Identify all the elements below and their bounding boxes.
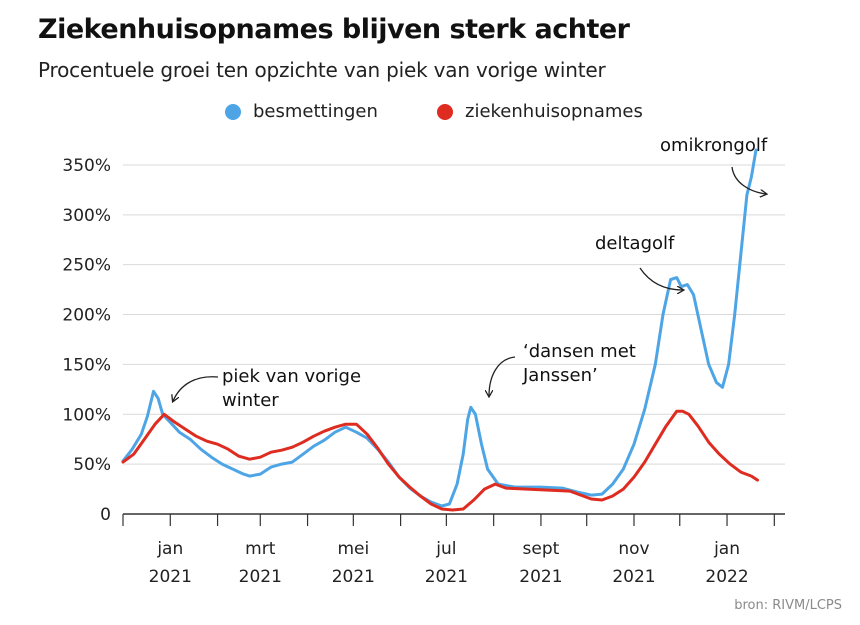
chart-title: Ziekenhuisopnames blijven sterk achter xyxy=(38,14,630,45)
x-tick-label: mrt xyxy=(245,539,276,559)
y-tick-label: 200% xyxy=(62,306,111,326)
annotation-arrow xyxy=(489,356,516,396)
annotation-line: omikrongolf xyxy=(660,135,768,156)
y-tick-label: 0 xyxy=(100,505,111,525)
legend-swatch-red xyxy=(437,103,453,120)
x-tick-year-label: 2021 xyxy=(425,567,468,587)
y-tick-label: 50% xyxy=(73,455,111,475)
source-note: bron: RIVM/LCPS xyxy=(734,598,842,613)
x-tick-label: nov xyxy=(618,539,649,559)
annotation-arrow xyxy=(731,166,766,194)
series-line-ziekenhuisopnames xyxy=(121,409,759,512)
grid: 0 50% 100% 150% 200% 250% 300% 350% xyxy=(62,156,785,525)
legend-item-besmettingen: besmettingen xyxy=(225,101,378,122)
y-tick-label: 350% xyxy=(62,156,111,176)
annotation-arrow xyxy=(173,376,219,401)
series-group xyxy=(121,148,759,512)
y-tick-label: 250% xyxy=(62,256,111,276)
x-tick-year-label: 2021 xyxy=(149,567,192,587)
annotation-label: piek van vorige winter xyxy=(222,366,361,411)
x-axis: jan 2021 mrt 2021 mei 2021 jul 2021 sept 2021 nov 2… xyxy=(122,513,785,587)
annotation-label: ‘dansen met Janssen’ xyxy=(522,341,636,386)
x-tick-label: jul xyxy=(435,539,456,559)
annotation-line: piek van vorige xyxy=(222,366,361,387)
x-tick-year-label: 2021 xyxy=(519,567,562,587)
legend: besmettingen ziekenhuisopnames xyxy=(0,101,860,127)
annotation-line: winter xyxy=(222,390,279,411)
y-tick-label: 300% xyxy=(62,206,111,226)
x-tick-label: sept xyxy=(523,539,560,559)
x-tick-label: jan xyxy=(156,539,183,559)
y-tick-label: 150% xyxy=(62,355,111,375)
x-tick-year-label: 2021 xyxy=(239,567,282,587)
legend-swatch-blue xyxy=(225,103,241,120)
legend-label-ziekenhuisopnames: ziekenhuisopnames xyxy=(465,101,643,122)
chart-subtitle: Procentuele groei ten opzichte van piek … xyxy=(38,58,606,82)
annotation-line: ‘dansen met xyxy=(523,341,636,362)
annotation-arrow xyxy=(639,267,683,290)
x-tick-year-label: 2021 xyxy=(612,567,655,587)
annotation-label: deltagolf xyxy=(595,233,675,254)
annotation-line: Janssen’ xyxy=(522,365,598,386)
annotations: piek van vorige winter ‘dansen met Janssen… xyxy=(173,135,768,411)
x-tick-year-label: 2021 xyxy=(332,567,375,587)
series-line-besmettingen xyxy=(121,148,758,508)
legend-label-besmettingen: besmettingen xyxy=(253,101,378,122)
annotation-label: omikrongolf xyxy=(660,135,768,156)
x-tick-label: jan xyxy=(713,539,740,559)
annotation-line: deltagolf xyxy=(595,233,675,254)
x-tick-label: mei xyxy=(337,539,369,559)
x-tick-year-label: 2022 xyxy=(705,567,748,587)
legend-item-ziekenhuisopnames: ziekenhuisopnames xyxy=(437,101,643,122)
y-tick-label: 100% xyxy=(62,405,111,425)
